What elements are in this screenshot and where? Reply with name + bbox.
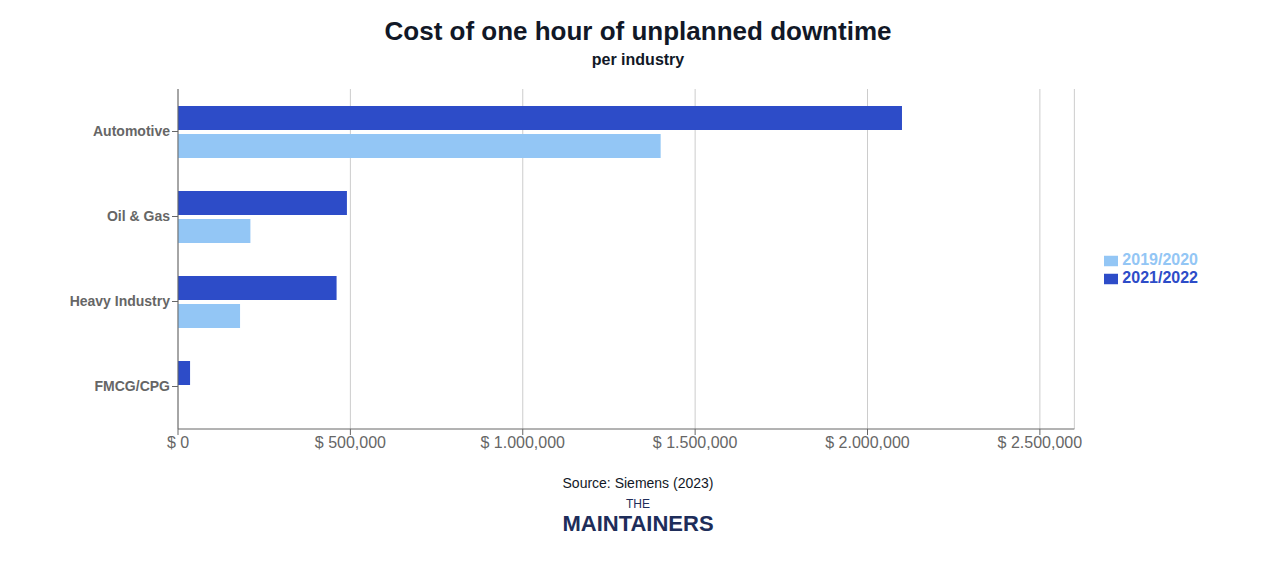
svg-text:$ 0: $ 0 — [167, 434, 189, 451]
svg-text:$ 2.000,000: $ 2.000,000 — [825, 434, 910, 451]
html-text:MAINTAINERS: MAINTAINERS — [562, 511, 714, 536]
svg-text:$ 1.500,000: $ 1.500,000 — [653, 434, 738, 451]
svg-text:Automotive: Automotive — [93, 123, 170, 139]
html-text:2021/2022: 2021/2022 — [1122, 269, 1198, 286]
svg-text:Oil & Gas: Oil & Gas — [107, 208, 170, 224]
svg-text:$ 1.000,000: $ 1.000,000 — [480, 434, 565, 451]
html-text:THE: THE — [626, 497, 650, 511]
html-text:per industry: per industry — [591, 51, 685, 68]
html-text:Source: Siemens (2023): Source: Siemens (2023) — [562, 475, 714, 491]
html-text:2019/2020: 2019/2020 — [1122, 251, 1198, 268]
svg-text:FMCG/CPG: FMCG/CPG — [95, 378, 171, 394]
svg-text:$ 2.500,000: $ 2.500,000 — [998, 434, 1083, 451]
svg-text:Heavy Industry: Heavy Industry — [70, 293, 171, 309]
svg-text:$ 500,000: $ 500,000 — [315, 434, 386, 451]
html-text:Cost of one hour of unplanned: Cost of one hour of unplanned downtime — [384, 16, 892, 46]
